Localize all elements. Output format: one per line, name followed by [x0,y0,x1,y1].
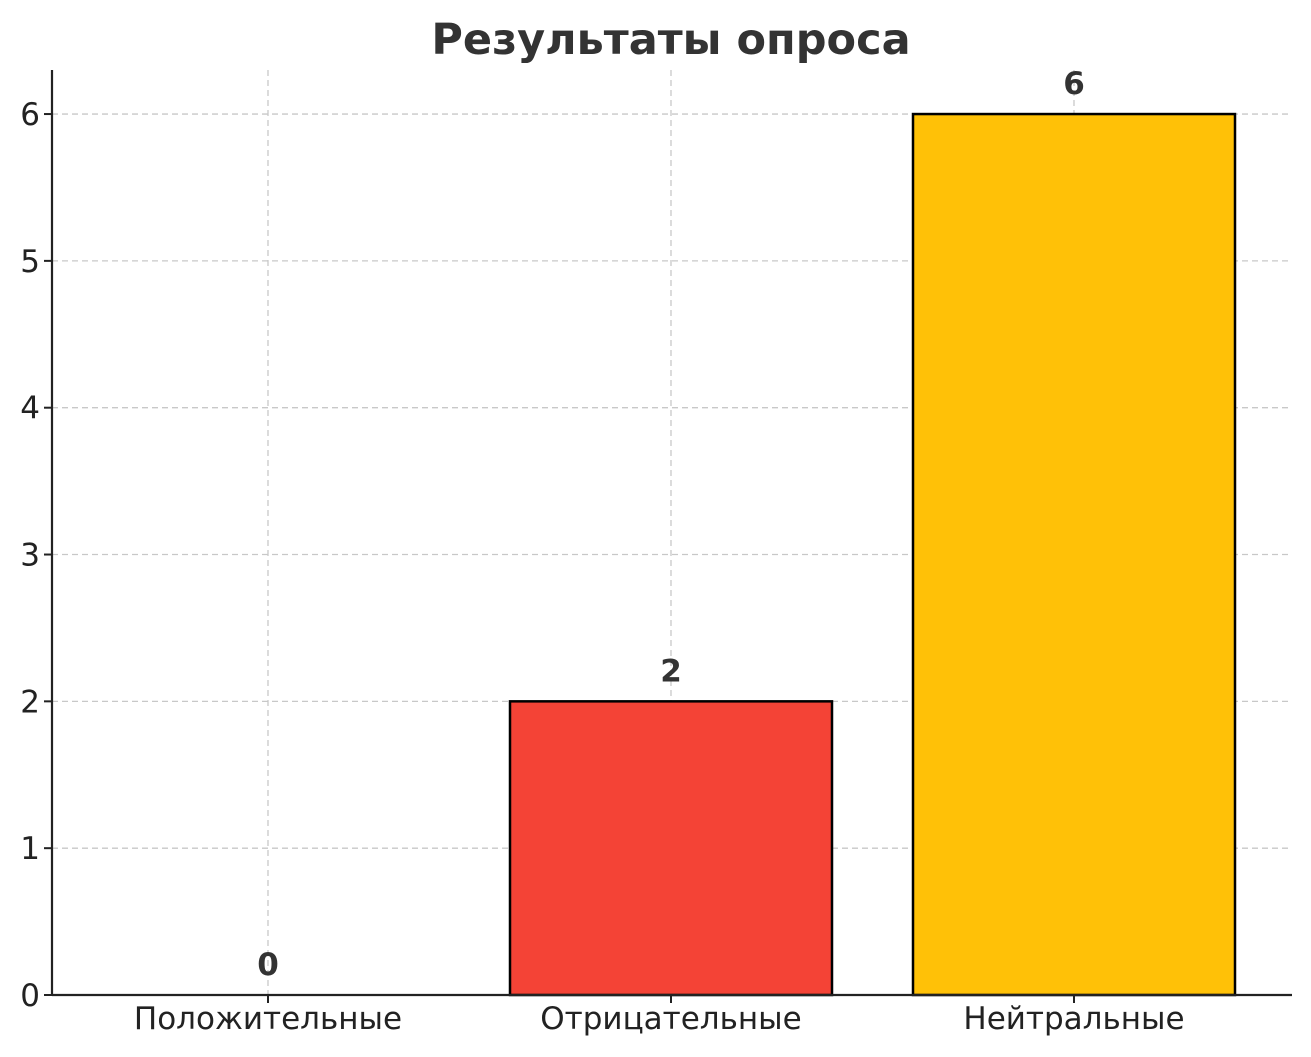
y-tick-label: 0 [20,978,40,1014]
y-tick-label: 6 [20,97,40,133]
bar [508,700,834,997]
x-category-label: Нейтральные [963,1001,1184,1037]
x-ticks: Положительные Отрицательные Нейтральные [134,995,1185,1037]
y-tick-label: 5 [20,244,40,280]
bar-value-label: 2 [660,653,682,689]
bar [911,112,1237,997]
y-tick-label: 3 [20,538,40,574]
x-category-label: Положительные [134,1001,402,1037]
chart-title: Результаты опроса [431,15,910,65]
y-ticks: 0 1 2 3 4 5 6 [20,97,52,1014]
bar-value-label: 0 [257,947,279,983]
bar-value-label: 6 [1063,66,1085,102]
data-labels: 0 2 6 [257,66,1085,983]
bars-layer [508,112,1237,997]
y-tick-label: 2 [20,684,40,720]
y-tick-label: 1 [20,831,40,867]
y-tick-label: 4 [20,391,40,427]
x-category-label: Отрицательные [540,1001,801,1037]
